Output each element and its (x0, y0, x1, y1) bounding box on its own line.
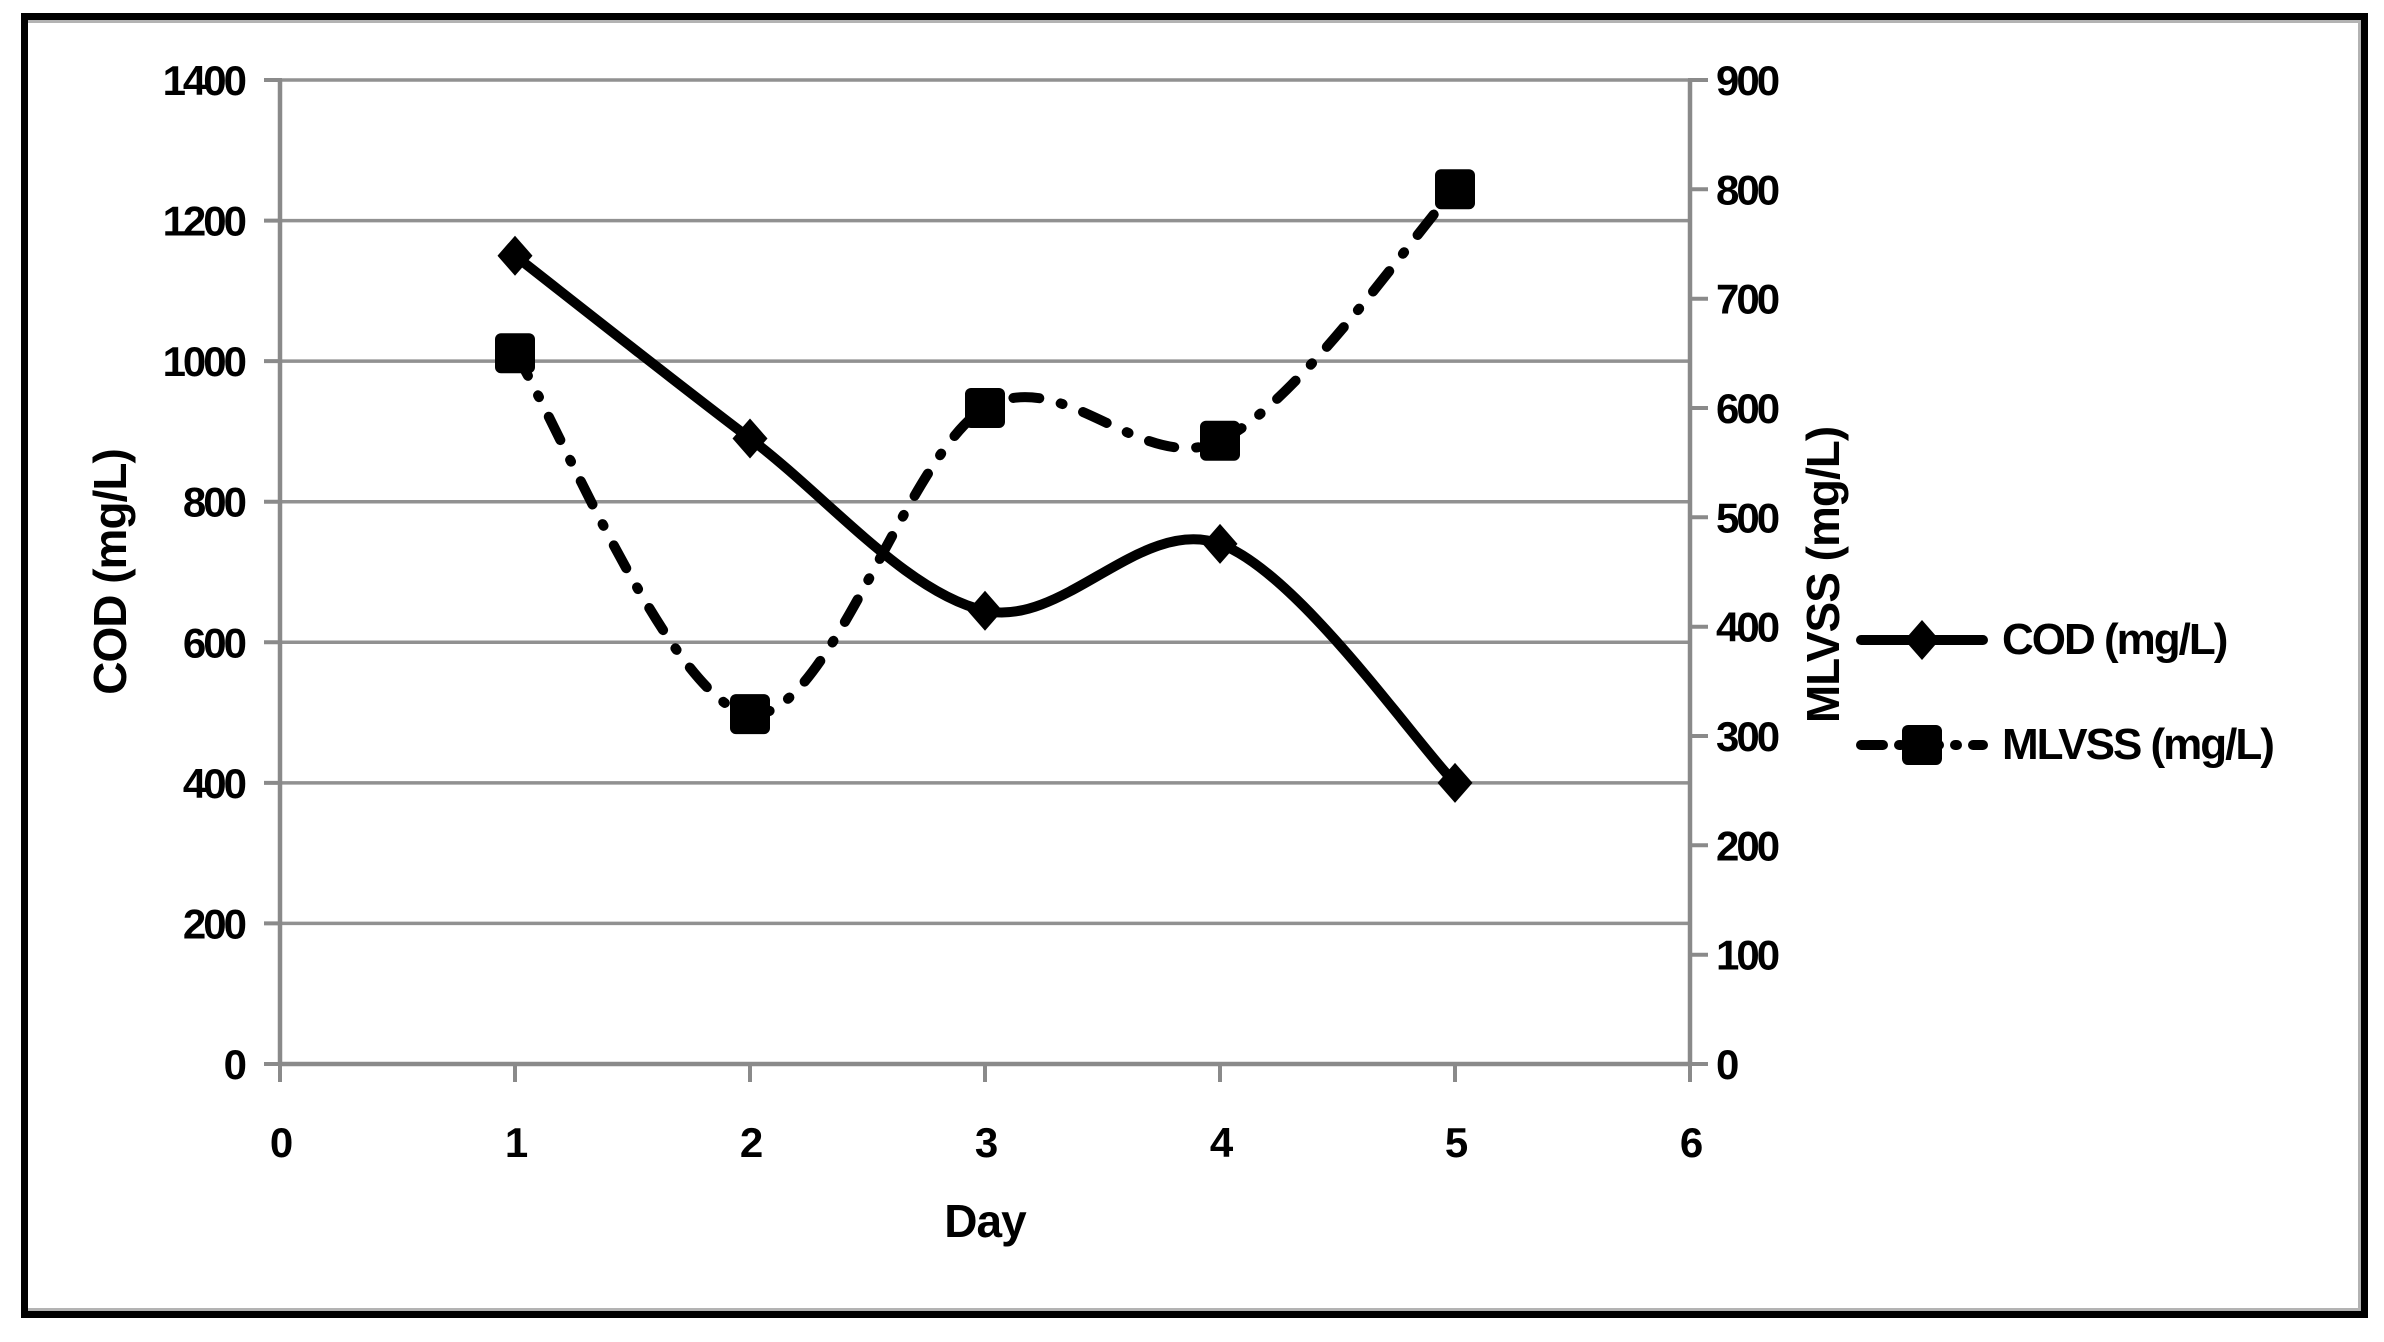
left-axis-title: COD (mg/L) (84, 449, 136, 695)
legend-item-cod: COD (mg/L) (1856, 609, 2273, 671)
right-axis-tick-label: 500 (1716, 494, 1779, 541)
right-axis-tick-label: 100 (1716, 932, 1779, 979)
square-marker (965, 388, 1005, 428)
right-axis-title: MLVSS (mg/L) (1797, 426, 1849, 724)
legend-item-mlvss: MLVSS (mg/L) (1856, 714, 2275, 776)
mlvss-legend-sample (1856, 725, 1988, 765)
x-axis-tick-label: 4 (1210, 1119, 1234, 1166)
cod-legend-sample (1856, 620, 1988, 660)
right-axis-tick-label: 400 (1716, 604, 1779, 651)
square-marker (495, 333, 535, 374)
legend-label-cod: COD (mg/L) (2002, 615, 2228, 664)
right-axis-tick-label: 900 (1716, 57, 1779, 104)
x-axis-tick-label: 6 (1680, 1119, 1702, 1166)
diamond-marker (732, 418, 768, 459)
diamond-marker (967, 590, 1003, 631)
x-axis-tick-label: 2 (740, 1119, 762, 1166)
left-axis-tick-label: 0 (224, 1041, 246, 1088)
right-axis-tick-label: 0 (1716, 1041, 1738, 1088)
x-axis-tick-label: 5 (1445, 1119, 1468, 1166)
x-axis-tick-label: 0 (270, 1119, 292, 1166)
diamond-marker (1202, 523, 1238, 564)
x-axis-title: Day (944, 1195, 1026, 1247)
square-marker (1435, 169, 1475, 210)
square-marker (730, 694, 770, 735)
legend-label-mlvss: MLVSS (mg/L) (2002, 720, 2275, 769)
left-axis-tick-label: 600 (183, 619, 246, 666)
chart-frame (21, 13, 2368, 1318)
right-axis-tick-label: 200 (1716, 822, 1779, 869)
square-marker (1902, 725, 1942, 765)
cod-series-line (510, 250, 1460, 788)
diamond-marker (1437, 762, 1473, 803)
legend: COD (mg/L) MLVSS (mg/L) (1856, 609, 2275, 819)
x-axis-tick-label: 3 (975, 1119, 997, 1166)
right-axis-tick-label: 600 (1716, 385, 1779, 432)
right-axis-tick-label: 700 (1716, 276, 1779, 323)
left-axis-tick-label: 1200 (163, 198, 246, 245)
left-axis-tick-label: 1000 (163, 338, 246, 385)
left-axis-tick-label: 200 (183, 900, 246, 947)
left-axis-tick-label: 1400 (163, 57, 246, 104)
left-axis-tick-label: 400 (183, 760, 246, 807)
square-marker (1200, 420, 1240, 461)
mlvss-series-line (510, 184, 1460, 720)
right-axis-tick-label: 300 (1716, 713, 1779, 760)
left-axis-tick-label: 800 (183, 479, 246, 526)
diamond-marker (497, 235, 533, 276)
diamond-marker (1904, 620, 1940, 660)
right-axis-tick-label: 800 (1716, 166, 1779, 213)
x-axis-tick-label: 1 (505, 1119, 528, 1166)
